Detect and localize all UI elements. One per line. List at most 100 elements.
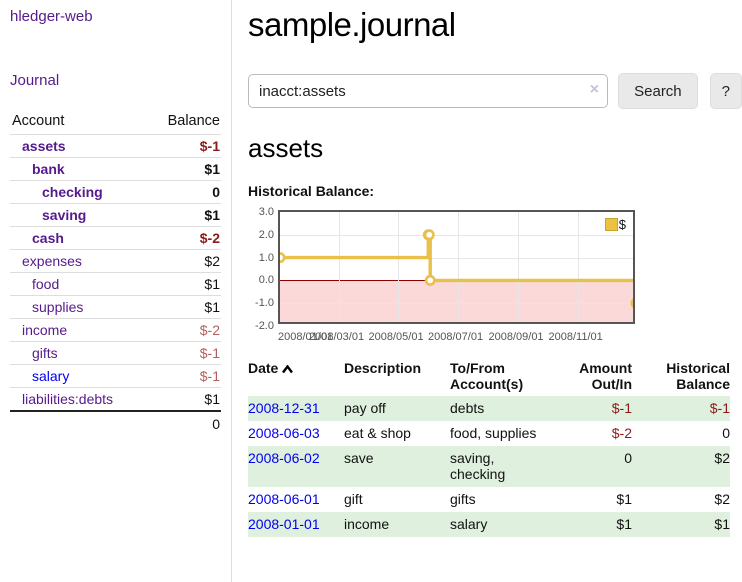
date-column-header[interactable]: Date — [248, 357, 344, 396]
accounts-total-value: 0 — [147, 410, 221, 435]
chart-y-axis-labels: 3.0 2.0 1.0 0.0 -1.0 -2.0 — [248, 206, 278, 332]
transaction-description: save — [344, 450, 374, 466]
app-brand-link[interactable]: hledger-web — [10, 8, 93, 25]
amount-column-header: Amount Out/In — [579, 360, 632, 392]
transaction-date-link[interactable]: 2008-01-01 — [248, 516, 320, 532]
accounts-total-row: 0 — [10, 410, 221, 435]
accounts-header-row: Account Balance — [10, 110, 221, 135]
y-axis-tick-label: 1.0 — [258, 251, 274, 264]
account-balance: 0 — [147, 180, 221, 204]
transaction-description: income — [344, 516, 390, 532]
chart-plot: $ — [278, 210, 635, 324]
account-link[interactable]: income — [22, 322, 68, 338]
account-link[interactable]: gifts — [32, 345, 58, 361]
transaction-amount: $1 — [616, 516, 632, 532]
transaction-balance: 0 — [722, 425, 730, 441]
account-link[interactable]: salary — [32, 368, 70, 384]
chart-x-axis-labels: 2008/01/01 2008/03/01 2008/05/01 2008/07/01… — [278, 328, 742, 344]
transaction-balance: $1 — [714, 516, 730, 532]
x-axis-tick-label: 2008/05/01 — [368, 331, 424, 343]
account-row-cash: cash $-2 — [10, 226, 221, 250]
help-button[interactable]: ? — [709, 73, 742, 109]
register-row: 2008-12-31 pay off debts $-1 $-1 — [248, 396, 730, 421]
account-balance: $2 — [147, 249, 221, 273]
register-row: 2008-06-03 eat & shop food, supplies $-2… — [248, 421, 730, 446]
chart-data-point — [280, 252, 286, 264]
accounts-tree-table: Account Balance assets $-1 bank $1 check… — [10, 110, 221, 435]
chart-h-gridline — [280, 234, 633, 236]
date-header-label: Date — [248, 360, 279, 376]
account-link[interactable]: assets — [22, 138, 66, 154]
account-row-salary: salary $-1 — [10, 364, 221, 388]
register-header-row: Date Description To/From Account(s) Amou… — [248, 357, 730, 396]
account-link[interactable]: supplies — [32, 299, 84, 315]
transaction-amount: $-2 — [611, 425, 632, 441]
account-balance: $-1 — [147, 341, 221, 365]
tofrom-column-header: To/From Account(s) — [450, 360, 524, 392]
legend-label: $ — [618, 217, 626, 232]
account-link[interactable]: expenses — [22, 253, 82, 269]
search-input[interactable] — [248, 74, 609, 108]
account-link[interactable]: food — [32, 276, 60, 292]
chart-series-line — [280, 233, 633, 283]
x-axis-tick-label: 2008/09/01 — [488, 331, 544, 343]
account-balance: $1 — [147, 295, 221, 319]
transaction-date-link[interactable]: 2008-06-03 — [248, 425, 320, 441]
register-row: 2008-06-01 gift gifts $1 $2 — [248, 487, 730, 512]
page-title: sample.journal — [248, 6, 456, 43]
chart-h-gridline — [280, 257, 633, 259]
sidebar: hledger-web Journal Account Balance asse… — [0, 0, 232, 582]
account-link[interactable]: checking — [42, 184, 103, 200]
chart-legend: $ — [604, 217, 626, 232]
y-axis-tick-label: -2.0 — [255, 320, 274, 332]
main-content: sample.journal × Search ? assets Histori… — [233, 0, 742, 537]
account-link[interactable]: cash — [32, 230, 64, 246]
chart-data-point — [424, 274, 436, 286]
transaction-description: gift — [344, 491, 363, 507]
search-bar: × Search ? — [248, 73, 742, 109]
transaction-accounts: salary — [450, 516, 488, 532]
accounts-column-header: Account — [12, 113, 65, 129]
transaction-description: pay off — [344, 400, 386, 416]
account-balance: $-1 — [147, 364, 221, 388]
account-link[interactable]: liabilities:debts — [22, 391, 114, 407]
transaction-date-link[interactable]: 2008-06-01 — [248, 491, 320, 507]
account-balance: $-2 — [147, 226, 221, 250]
clear-search-icon[interactable]: × — [589, 81, 600, 98]
description-column-header: Description — [344, 360, 422, 376]
account-heading: assets — [248, 133, 324, 163]
y-axis-tick-label: 3.0 — [258, 206, 274, 218]
account-balance: $1 — [147, 203, 221, 227]
register-row: 2008-01-01 income salary $1 $1 — [248, 512, 730, 537]
account-row-liabilities-debts: liabilities:debts $1 — [10, 387, 221, 411]
chart-v-gridline — [457, 212, 459, 322]
account-link[interactable]: saving — [42, 207, 87, 223]
chart-h-gridline — [280, 303, 633, 305]
transaction-date-link[interactable]: 2008-12-31 — [248, 400, 320, 416]
account-row-expenses: expenses $2 — [10, 249, 221, 273]
transaction-amount: $-1 — [611, 400, 632, 416]
transaction-date-link[interactable]: 2008-06-02 — [248, 450, 320, 466]
register-table: Date Description To/From Account(s) Amou… — [248, 357, 730, 537]
x-axis-tick-label: 2008/03/01 — [309, 331, 365, 343]
transaction-accounts: food, supplies — [450, 425, 537, 441]
chart-v-gridline — [518, 212, 519, 322]
search-button[interactable]: Search — [618, 73, 698, 109]
chart-v-gridline — [398, 212, 400, 322]
account-balance: $1 — [147, 272, 221, 296]
account-row-assets: assets $-1 — [10, 134, 221, 158]
transaction-balance: $-1 — [709, 400, 730, 416]
sidebar-item-journal[interactable]: Journal — [10, 72, 60, 89]
chart-v-gridline — [338, 212, 340, 322]
account-row-bank: bank $1 — [10, 157, 221, 181]
transaction-description: eat & shop — [344, 425, 411, 441]
account-balance: $1 — [147, 387, 221, 411]
y-axis-tick-label: 0.0 — [258, 274, 274, 287]
chart-v-gridline — [577, 212, 579, 322]
balance-column-header: Balance — [167, 113, 220, 129]
register-row: 2008-06-02 save saving, checking 0 $2 — [248, 446, 730, 487]
x-axis-tick-label: 2008/07/01 — [428, 331, 484, 343]
account-link[interactable]: bank — [32, 161, 65, 177]
account-row-food: food $1 — [10, 272, 221, 296]
transaction-balance: $2 — [714, 491, 730, 507]
